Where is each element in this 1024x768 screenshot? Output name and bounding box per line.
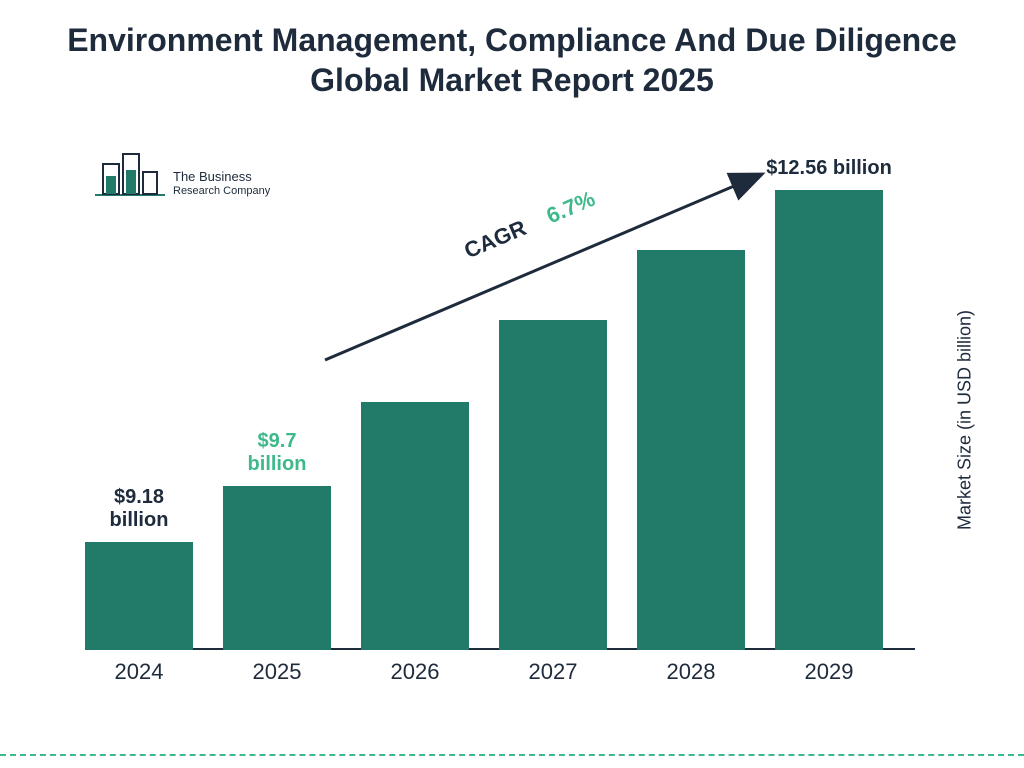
bar-value-label: $9.7billion: [202, 430, 352, 476]
bar: [499, 320, 607, 650]
cagr-text-value: 6.7%: [543, 186, 599, 229]
bar: [637, 250, 745, 650]
page-title: Environment Management, Compliance And D…: [62, 20, 962, 100]
x-axis-label: 2029: [805, 659, 854, 685]
chart-plot: CAGR 6.7% 202420252026202720282029$9.18b…: [85, 150, 915, 650]
cagr-label: CAGR 6.7%: [460, 186, 598, 264]
bar-group: 2025: [223, 486, 331, 650]
bar-chart: Market Size (in USD billion) CAGR 6.7% 2…: [85, 150, 955, 690]
bar: [85, 542, 193, 650]
x-axis-label: 2027: [529, 659, 578, 685]
y-axis-label: Market Size (in USD billion): [955, 310, 976, 530]
bar-value-label: $9.18billion: [64, 486, 214, 532]
bar-group: 2026: [361, 402, 469, 650]
bar: [223, 486, 331, 650]
bar: [775, 190, 883, 650]
x-axis-label: 2024: [115, 659, 164, 685]
x-axis-label: 2025: [253, 659, 302, 685]
footer-dashed-separator: [0, 754, 1024, 756]
bar: [361, 402, 469, 650]
bar-value-label: $12.56 billion: [754, 157, 904, 180]
bar-group: 2028: [637, 250, 745, 650]
cagr-text-label: CAGR: [460, 215, 529, 263]
x-axis-label: 2028: [667, 659, 716, 685]
bar-group: 2029: [775, 190, 883, 650]
bar-group: 2027: [499, 320, 607, 650]
bar-group: 2024: [85, 542, 193, 650]
x-axis-label: 2026: [391, 659, 440, 685]
